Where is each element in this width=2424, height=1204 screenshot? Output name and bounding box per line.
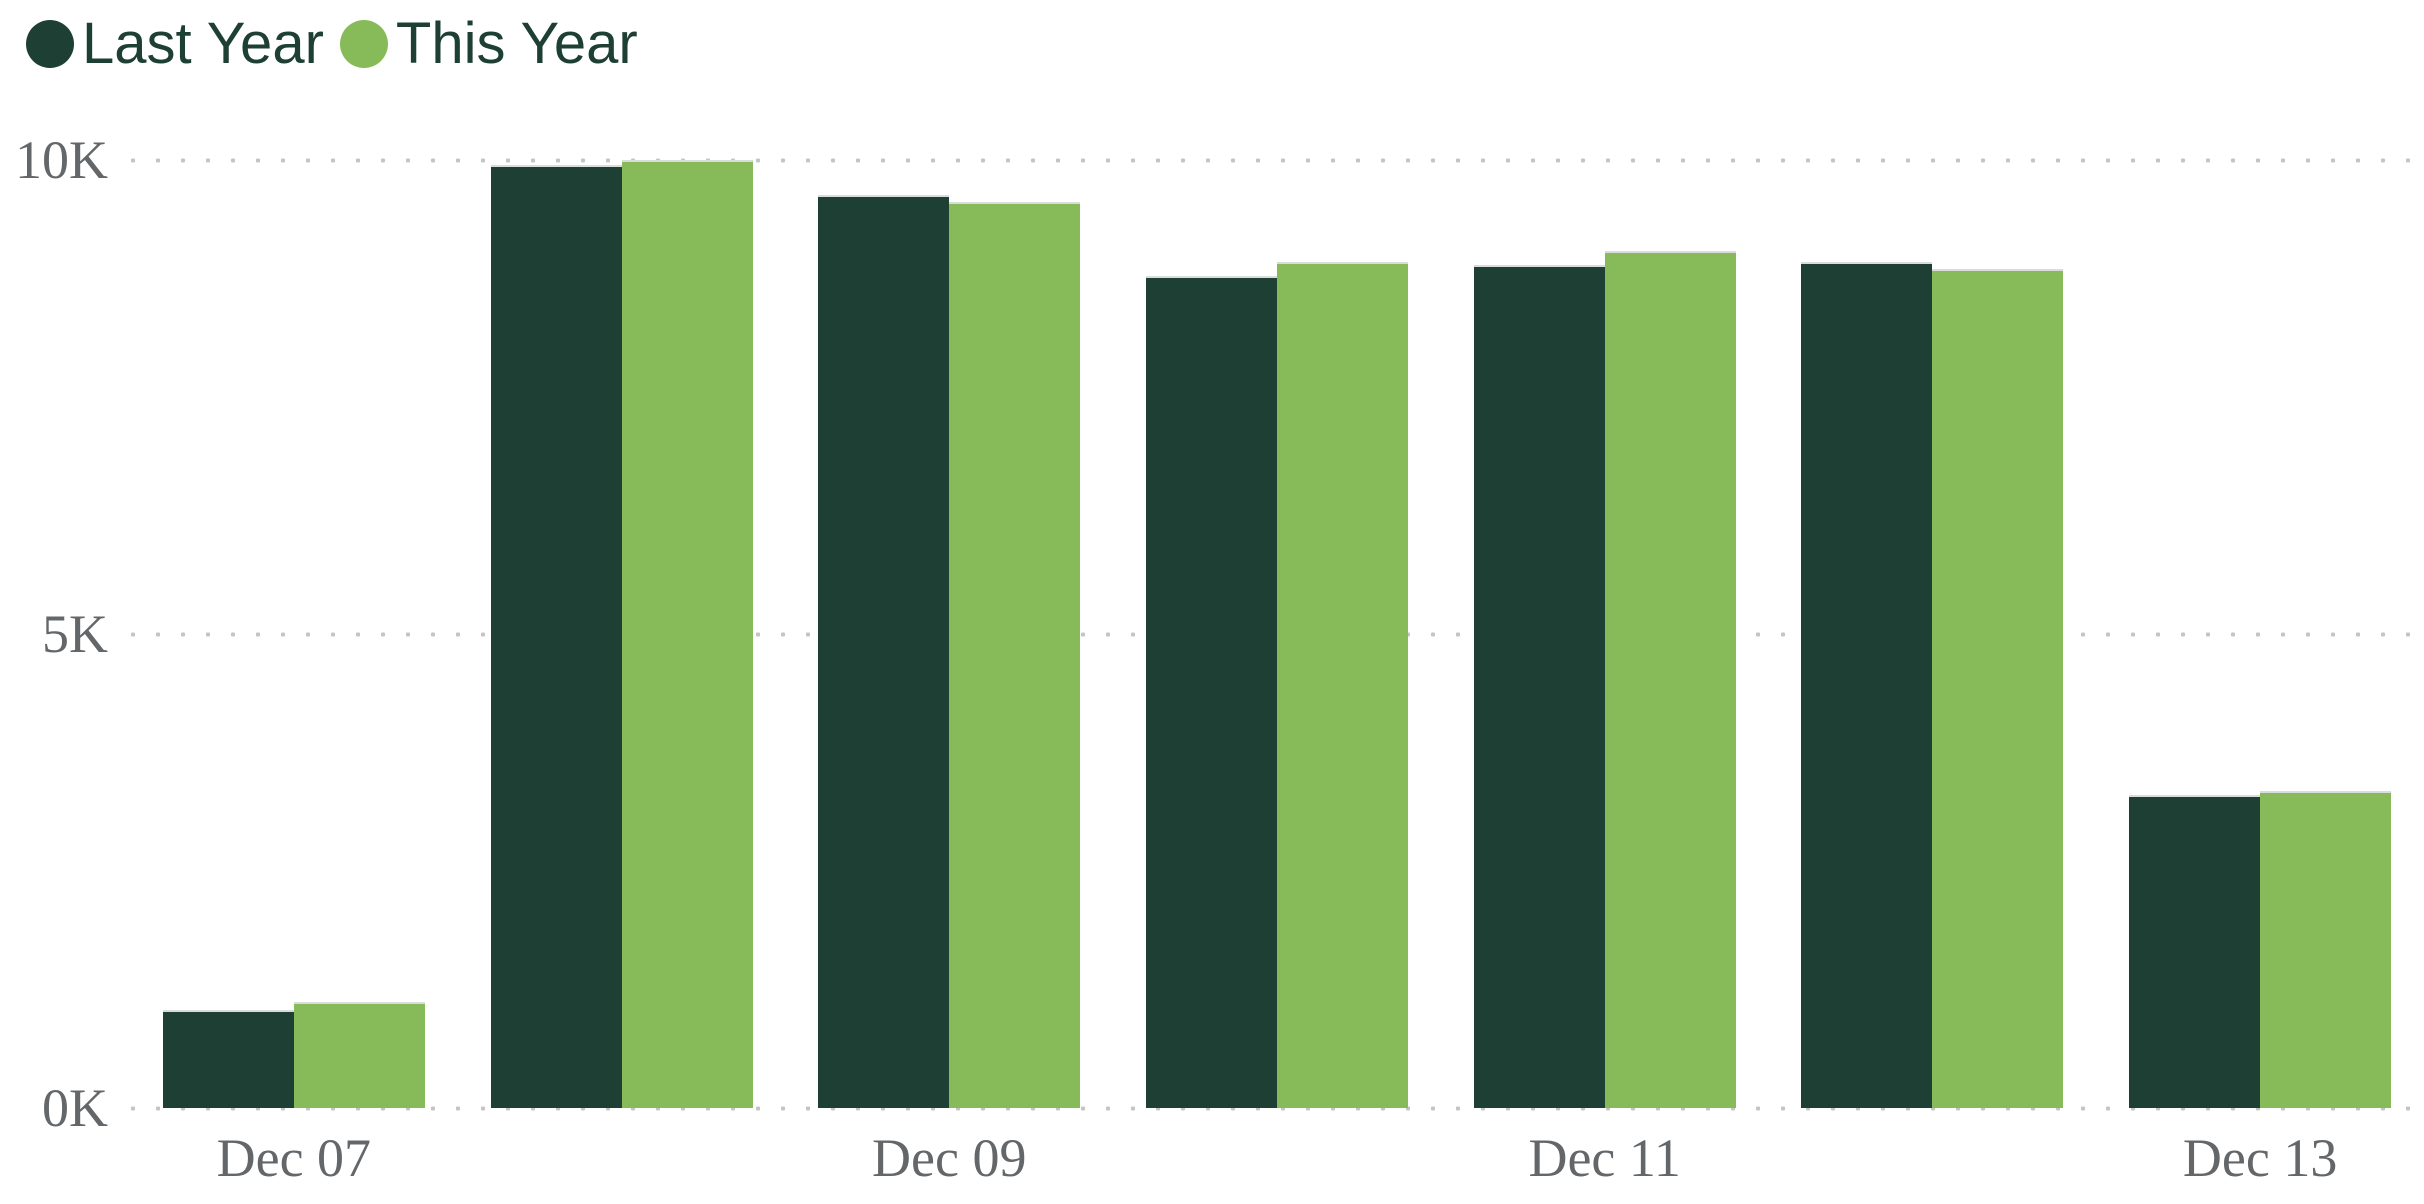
bar-last-year-dec-07[interactable]: [162, 1012, 294, 1108]
bar-group-dec-09: [818, 160, 1081, 1108]
bar-this-year-dec-10[interactable]: [1277, 264, 1408, 1108]
legend-item-this-year[interactable]: This Year: [339, 11, 638, 76]
y-axis-label-0k: 0K: [42, 1078, 108, 1138]
bar-this-year-dec-12[interactable]: [1932, 270, 2064, 1108]
y-axis-label-5k: 5K: [42, 604, 108, 664]
bar-group-dec-08: [490, 160, 753, 1108]
bar-this-year-dec-13[interactable]: [2260, 793, 2392, 1108]
bar-this-year-dec-07[interactable]: [293, 1003, 425, 1108]
bar-last-year-dec-11[interactable]: [1473, 267, 1605, 1108]
bar-last-year-dec-12[interactable]: [1801, 264, 1933, 1108]
bar-this-year-dec-08[interactable]: [621, 161, 753, 1108]
bar-last-year-dec-08[interactable]: [490, 166, 622, 1108]
x-axis-label-dec-09: Dec 09: [872, 1128, 1027, 1188]
bar-group-dec-07: [162, 160, 425, 1108]
plot-area: [130, 158, 2424, 1111]
legend-swatch-this-year-icon: [339, 19, 388, 68]
bar-this-year-dec-11[interactable]: [1604, 252, 1736, 1108]
legend: Last Year This Year: [26, 12, 638, 76]
bar-last-year-dec-10[interactable]: [1146, 277, 1277, 1108]
bar-last-year-dec-13[interactable]: [2129, 797, 2261, 1108]
x-axis-label-dec-11: Dec 11: [1528, 1128, 1681, 1188]
bar-group-dec-13: [2129, 160, 2392, 1108]
y-axis-label-10k: 10K: [15, 130, 108, 190]
legend-swatch-last-year-icon: [26, 19, 74, 68]
x-axis-label-dec-07: Dec 07: [216, 1128, 372, 1188]
legend-item-last-year[interactable]: Last Year: [26, 12, 324, 76]
bar-this-year-dec-09[interactable]: [949, 203, 1081, 1108]
x-axis-label-dec-13: Dec 13: [2182, 1128, 2338, 1188]
bar-group-dec-12: [1801, 160, 2064, 1108]
legend-label-last-year: Last Year: [82, 11, 324, 76]
bar-last-year-dec-09[interactable]: [818, 196, 950, 1108]
bar-group-dec-10: [1146, 160, 1408, 1108]
bar-group-dec-11: [1473, 160, 1736, 1108]
legend-label-this-year: This Year: [395, 11, 638, 76]
